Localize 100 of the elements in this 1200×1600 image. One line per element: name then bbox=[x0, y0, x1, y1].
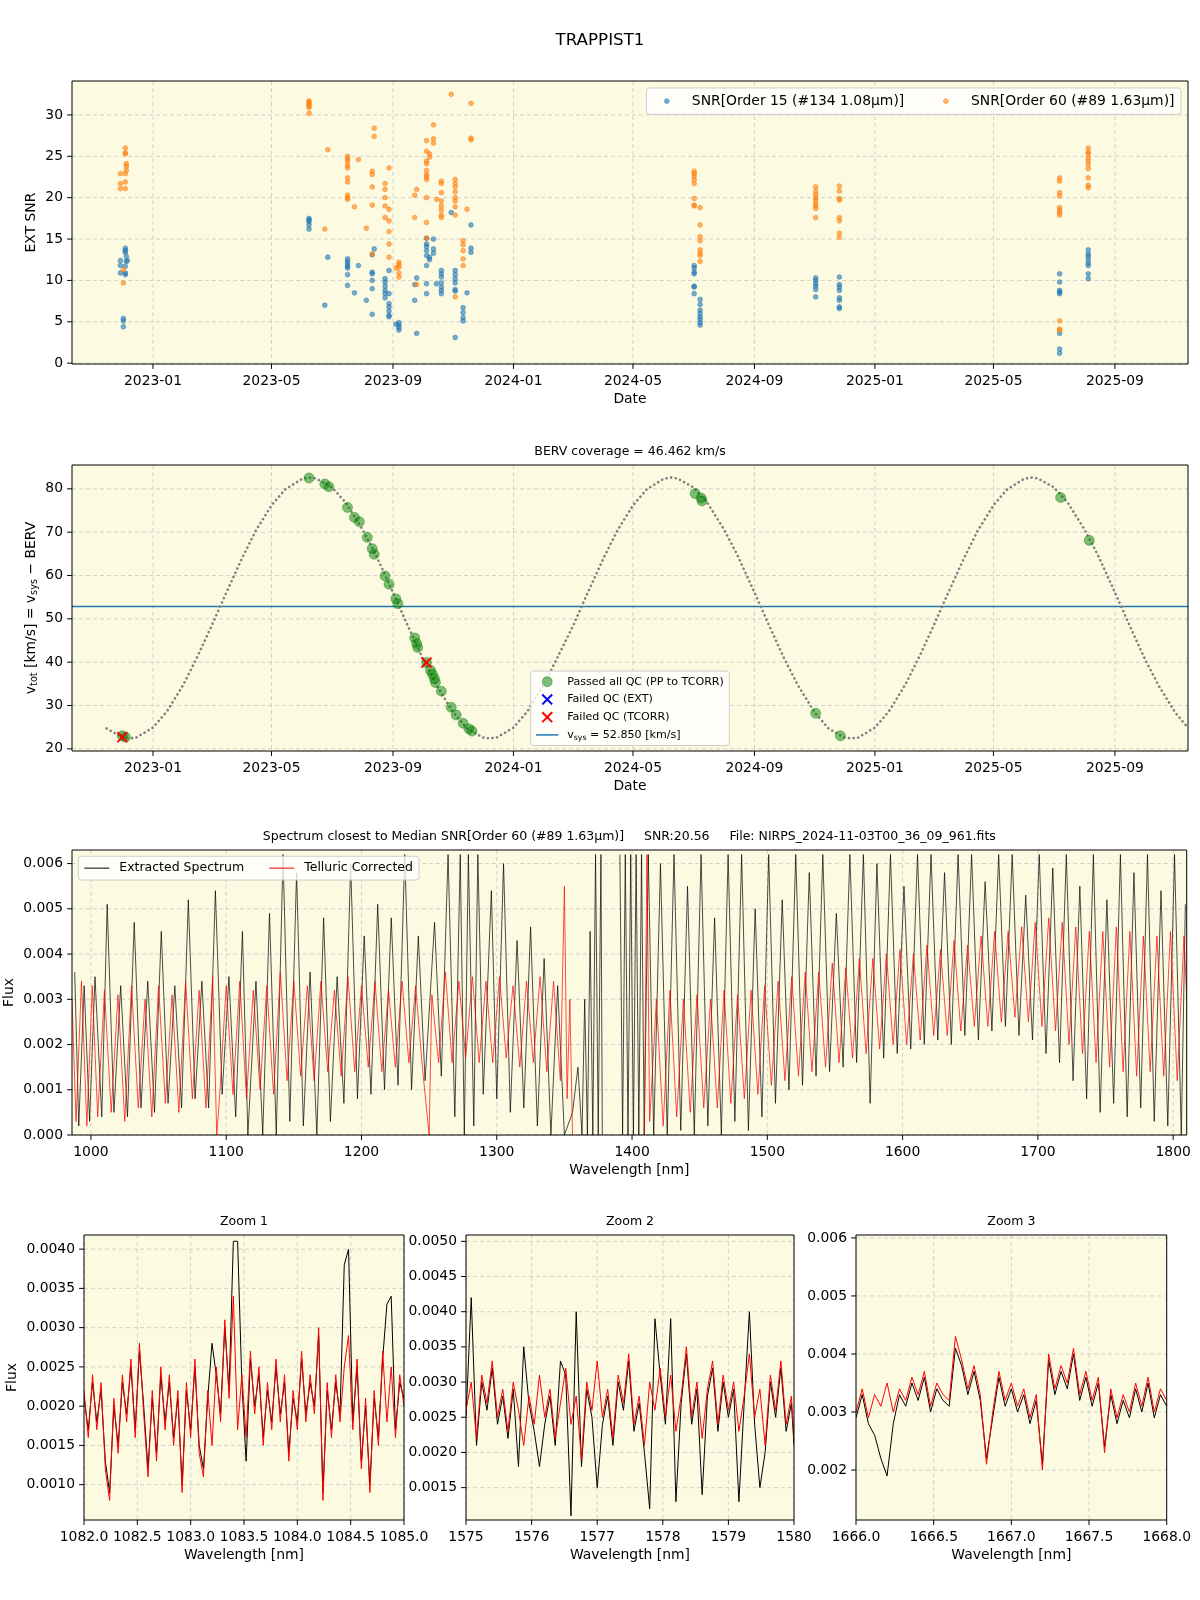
y-tick-label: 0.000 bbox=[23, 1125, 63, 1142]
x-tick-label: 1000 bbox=[73, 1142, 109, 1159]
x-tick-label: 2025-09 bbox=[1085, 371, 1144, 388]
x-tick-label: 2023-05 bbox=[242, 758, 301, 775]
x-tick-label: 2025-05 bbox=[964, 371, 1023, 388]
x-tick-label: 1800 bbox=[1155, 1142, 1191, 1159]
chart-title: BERV coverage = 46.462 km/s bbox=[534, 443, 726, 459]
x-tick-label: 1085.0 bbox=[379, 1527, 429, 1544]
x-tick-label: 1300 bbox=[479, 1142, 515, 1159]
chart-title: Spectrum closest to Median SNR[Order 60 (#89 1.63μm)] SNR:20.56 File: NIRPS_2024-11-03T00_36_09_961.fits bbox=[262, 828, 996, 844]
x-tick-label: 2024-05 bbox=[603, 758, 662, 775]
x-tick-label: 1578 bbox=[645, 1527, 681, 1544]
y-tick-label: 0.0035 bbox=[26, 1279, 75, 1295]
y-tick-label: 20 bbox=[45, 739, 63, 756]
x-tick-label: 1400 bbox=[614, 1142, 650, 1159]
x-tick-label: 1084.5 bbox=[326, 1527, 375, 1544]
chart-title: TRAPPIST1 bbox=[554, 29, 645, 50]
x-tick-label: 1083.5 bbox=[219, 1527, 269, 1544]
x-tick-label: 1668.0 bbox=[1142, 1527, 1191, 1544]
x-axis-title: Date bbox=[613, 776, 647, 793]
y-tick-label: 0.002 bbox=[23, 1035, 63, 1052]
x-axis-title: Wavelength [nm] bbox=[569, 1160, 690, 1177]
y-tick-label: 25 bbox=[45, 146, 63, 163]
y-tick-label: 0.004 bbox=[807, 1344, 848, 1361]
y-tick-label: 10 bbox=[45, 271, 63, 288]
x-tick-label: 2023-09 bbox=[363, 758, 422, 775]
x-tick-label: 2025-01 bbox=[845, 758, 904, 775]
y-tick-label: 5 bbox=[54, 312, 63, 329]
y-tick-label: 0.0035 bbox=[408, 1337, 457, 1354]
x-tick-label: 2023-01 bbox=[123, 758, 183, 775]
y-tick-label: 0.0025 bbox=[26, 1357, 75, 1374]
x-tick-label: 1083.0 bbox=[166, 1527, 215, 1544]
y-tick-label: 0.0020 bbox=[408, 1443, 457, 1460]
y-tick-label: 0.0040 bbox=[26, 1239, 75, 1256]
y-tick-label: 30 bbox=[45, 105, 63, 122]
x-axis-title: Wavelength [nm] bbox=[951, 1545, 1072, 1562]
x-tick-label: 1667.5 bbox=[1064, 1527, 1114, 1544]
x-tick-label: 1666.0 bbox=[831, 1527, 881, 1544]
y-tick-label: 0.0050 bbox=[408, 1231, 457, 1248]
x-tick-label: 1500 bbox=[749, 1142, 786, 1159]
x-tick-label: 1666.5 bbox=[909, 1527, 958, 1544]
x-tick-label: 1580 bbox=[776, 1527, 812, 1544]
x-tick-label: 1576 bbox=[513, 1527, 550, 1544]
y-tick-label: 60 bbox=[45, 566, 63, 583]
y-tick-label: 15 bbox=[45, 229, 63, 246]
x-tick-label: 1600 bbox=[884, 1142, 921, 1159]
legend-label: Failed QC (TCORR) bbox=[567, 710, 670, 724]
x-tick-label: 2025-01 bbox=[845, 371, 904, 388]
y-tick-label: 0.0030 bbox=[26, 1318, 75, 1335]
x-tick-label: 1100 bbox=[208, 1142, 244, 1159]
y-tick-label: 0.005 bbox=[23, 899, 63, 916]
y-tick-label: 0.0015 bbox=[408, 1478, 457, 1495]
y-tick-label: 0.003 bbox=[23, 989, 63, 1006]
y-tick-label: 0.0015 bbox=[26, 1436, 75, 1453]
x-tick-label: 1667.0 bbox=[987, 1527, 1036, 1544]
x-tick-label: 1084.0 bbox=[273, 1527, 322, 1544]
x-tick-label: 1700 bbox=[1020, 1142, 1056, 1159]
legend-label: Failed QC (EXT) bbox=[567, 692, 653, 706]
legend-label: SNR[Order 60 (#89 1.63μm)] bbox=[970, 91, 1175, 108]
y-axis-title: vtot [km/s] = vsys − BERV bbox=[21, 521, 39, 695]
x-tick-label: 2024-01 bbox=[484, 371, 543, 388]
legend-label: Telluric Corrected bbox=[303, 859, 413, 875]
y-axis-title: EXT SNR bbox=[21, 192, 38, 253]
x-axis-title: Date bbox=[613, 389, 647, 406]
x-tick-label: 2024-01 bbox=[484, 758, 543, 775]
y-axis-title: Flux bbox=[2, 1363, 19, 1392]
y-tick-label: 0.0020 bbox=[26, 1396, 75, 1413]
y-tick-label: 0.0010 bbox=[26, 1475, 75, 1492]
x-tick-label: 1200 bbox=[343, 1142, 380, 1159]
y-tick-label: 0.003 bbox=[807, 1402, 847, 1419]
x-tick-label: 2025-05 bbox=[964, 758, 1023, 775]
y-tick-label: 0.0025 bbox=[408, 1407, 457, 1424]
legend-label: SNR[Order 15 (#134 1.08μm)] bbox=[691, 91, 905, 108]
y-tick-label: 20 bbox=[45, 188, 63, 205]
x-tick-label: 2025-09 bbox=[1085, 758, 1144, 775]
legend-label: Passed all QC (PP to TCORR) bbox=[567, 674, 724, 688]
y-tick-label: 0.001 bbox=[23, 1080, 63, 1097]
chart-title: Zoom 3 bbox=[987, 1213, 1036, 1229]
y-tick-label: 0.002 bbox=[807, 1460, 847, 1477]
y-tick-label: 40 bbox=[45, 652, 63, 669]
y-tick-label: 0.0040 bbox=[408, 1302, 457, 1319]
x-tick-label: 2023-05 bbox=[242, 371, 301, 388]
y-tick-label: 0.0030 bbox=[408, 1372, 457, 1389]
x-axis-title: Wavelength [nm] bbox=[184, 1545, 305, 1562]
x-tick-label: 1082.0 bbox=[59, 1527, 109, 1544]
x-tick-label: 1575 bbox=[448, 1527, 484, 1544]
x-tick-label: 1577 bbox=[579, 1527, 615, 1544]
y-tick-label: 0.006 bbox=[23, 854, 63, 871]
y-tick-label: 80 bbox=[45, 479, 63, 496]
x-tick-label: 1082.5 bbox=[113, 1527, 162, 1544]
x-tick-label: 2024-09 bbox=[725, 758, 784, 775]
x-tick-label: 1579 bbox=[710, 1527, 747, 1544]
legend-label: Extracted Spectrum bbox=[119, 859, 245, 875]
y-tick-label: 0.004 bbox=[23, 944, 64, 961]
y-tick-label: 0.006 bbox=[807, 1228, 847, 1245]
x-tick-label: 2023-09 bbox=[363, 371, 422, 388]
y-tick-label: 0.0045 bbox=[408, 1267, 457, 1284]
y-tick-label: 30 bbox=[45, 696, 63, 713]
y-tick-label: 0.005 bbox=[807, 1286, 847, 1303]
x-tick-label: 2024-05 bbox=[603, 371, 662, 388]
